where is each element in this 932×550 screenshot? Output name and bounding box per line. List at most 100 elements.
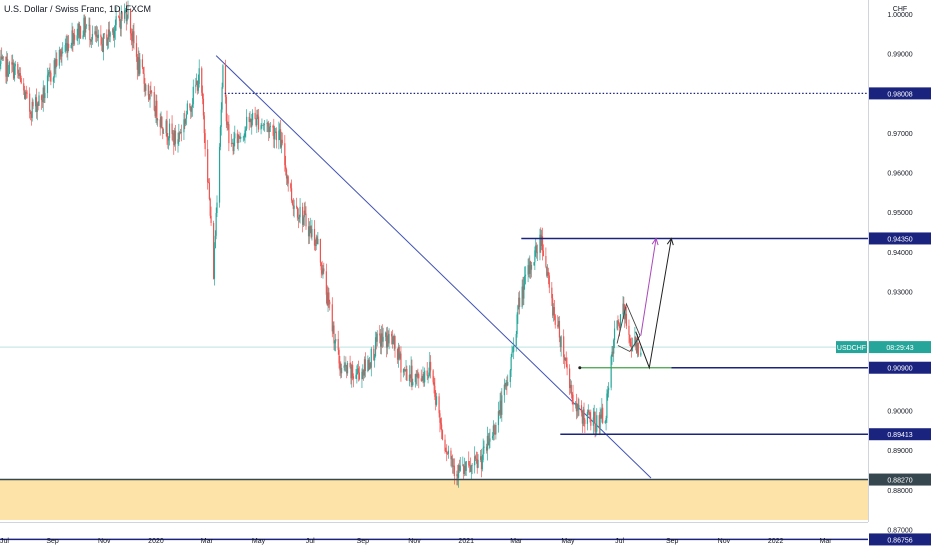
candle-body [477,459,479,468]
candle-body [68,43,70,48]
candle-body [417,373,419,375]
candle-body [112,28,115,38]
candle-body [560,336,562,347]
candle-body [530,264,533,270]
candle-body [244,130,246,137]
candle-body [605,418,607,422]
candle-body [340,370,342,374]
candle-body [576,403,578,412]
candle-body [17,63,19,74]
candle-body [224,65,227,97]
candle-body [323,268,325,272]
candle-body [522,286,524,299]
candle-body [186,103,188,115]
candle-body [398,346,400,359]
candle-body [14,63,16,67]
candle-body [328,292,330,302]
candle-body [243,136,245,138]
candle-body [589,412,591,419]
candle-body [424,370,426,383]
candle-body [368,359,370,370]
candle-body [552,298,554,316]
candle-body [507,381,509,386]
candle-body [439,413,441,423]
candle-body [358,372,361,380]
candle-body [489,438,491,442]
candle-body [308,226,310,237]
candle-body [607,390,609,394]
candle-body [197,83,199,91]
candle-body [539,234,541,253]
candle-body [35,97,37,107]
symbol-badge [836,341,867,354]
candle-body [285,165,287,170]
candle-body [189,103,191,108]
candle-body [447,450,450,454]
candle-body [334,341,336,344]
candle-body [599,414,601,429]
candle-body [58,50,60,66]
candle-body [498,411,500,414]
candle-body [524,275,526,284]
candle-body [565,357,567,365]
candle-body [524,274,527,276]
candle-body [90,39,93,42]
candle-body [269,125,272,127]
candle-body [552,307,555,316]
candle-body [313,228,316,246]
candle-body [367,359,369,372]
candle-body [451,458,453,460]
current-price-badge-value: 08:29:43 [886,345,913,352]
candle-body [177,139,179,144]
candle-body [65,43,67,46]
candle-body [386,335,388,348]
candle-body [433,382,435,386]
candle-body [588,410,590,413]
candle-body [85,26,87,33]
candle-body [151,91,153,93]
candle-body [465,461,467,472]
candle-body [476,459,478,468]
candle-body [511,352,513,358]
candle-body [136,56,138,70]
candle-body [88,24,90,26]
x-tick-label-7: Sep [357,538,370,545]
candle-body [450,450,452,460]
candle-body [236,133,238,144]
candle-body [362,370,364,372]
candle-body [222,65,224,88]
candle-body [142,67,144,74]
candle-body [414,374,416,383]
candle-body [221,87,223,110]
candle-body [162,127,164,134]
candle-body [261,125,263,126]
candle-body [361,371,363,380]
candle-body [59,50,61,52]
y-tick-label-3: 0.97000 [887,131,912,138]
candle-body [60,51,62,57]
candle-body [52,77,55,82]
candle-body [601,407,603,418]
candle-body [42,87,44,103]
candle-body [233,138,235,152]
candle-body [143,73,145,84]
candle-body [54,60,56,69]
candle-body [43,87,45,99]
candle-body [501,395,503,415]
candle-body [201,92,204,99]
candle-body [103,33,105,35]
candle-body [226,121,228,125]
candle-body [635,340,638,353]
candle-body [515,334,517,346]
candle-body [155,100,157,117]
flag-channel [616,302,641,353]
candle-body [50,72,52,82]
candle-body [352,364,354,377]
candle-body [23,90,26,99]
candle-body [463,465,466,474]
projection-arrowhead-0 [651,237,659,246]
candle-body [474,456,477,459]
candle-body [564,357,566,361]
candle-body [580,405,583,413]
